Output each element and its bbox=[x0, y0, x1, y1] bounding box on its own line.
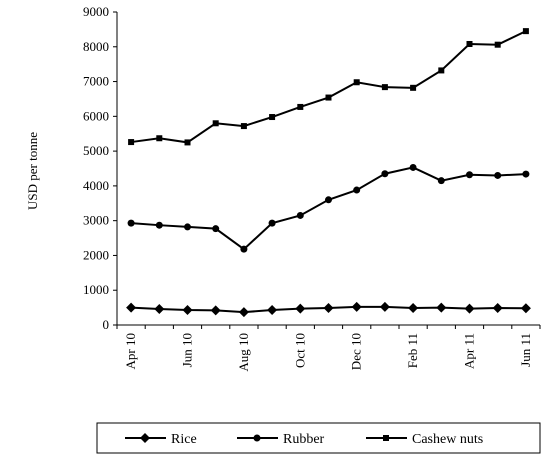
data-point-rice bbox=[408, 302, 419, 313]
legend-item-rubber: Rubber bbox=[237, 432, 325, 447]
data-point-cashew-nuts bbox=[128, 139, 135, 146]
legend: Rice Rubber Cashew nuts bbox=[96, 422, 541, 454]
data-point-rice bbox=[295, 303, 306, 314]
data-point-rubber bbox=[296, 211, 304, 219]
data-point-rice bbox=[182, 305, 193, 316]
data-point-cashew-nuts bbox=[353, 79, 360, 86]
data-point-rice bbox=[267, 305, 278, 316]
data-point-rice bbox=[126, 302, 137, 313]
data-point-cashew-nuts bbox=[212, 120, 219, 127]
data-point-rubber bbox=[212, 225, 220, 233]
data-point-rubber bbox=[240, 245, 248, 253]
data-point-rubber bbox=[268, 219, 276, 227]
data-point-cashew-nuts bbox=[494, 41, 501, 48]
data-point-cashew-nuts bbox=[240, 123, 247, 130]
series-rice bbox=[126, 301, 531, 318]
data-point-rubber bbox=[127, 219, 135, 227]
data-point-cashew-nuts bbox=[156, 135, 163, 142]
x-tick-label: Jun 10 bbox=[180, 333, 195, 367]
data-point-rubber bbox=[325, 196, 332, 204]
legend-marker-rubber bbox=[253, 434, 261, 442]
x-tick-label: Aug 10 bbox=[236, 333, 251, 372]
data-point-rubber bbox=[155, 221, 163, 229]
data-point-rubber bbox=[184, 223, 191, 231]
y-tick-label: 0 bbox=[103, 317, 110, 332]
data-point-rice bbox=[436, 302, 447, 313]
x-tick-label: Apr 11 bbox=[462, 333, 477, 369]
y-tick-label: 5000 bbox=[83, 143, 109, 158]
x-tick-label: Feb 11 bbox=[405, 333, 420, 368]
series-line-rubber bbox=[131, 166, 526, 251]
series-line-cashew-nuts bbox=[130, 30, 527, 144]
series-rubber bbox=[127, 163, 530, 253]
data-point-rubber bbox=[494, 171, 502, 179]
data-point-cashew-nuts bbox=[184, 139, 191, 146]
data-point-rice bbox=[210, 305, 221, 316]
x-tick-label: Apr 10 bbox=[123, 333, 138, 369]
data-point-rubber bbox=[522, 170, 530, 178]
data-point-rubber bbox=[381, 170, 389, 178]
data-point-rubber bbox=[466, 171, 473, 179]
data-point-rice bbox=[492, 302, 503, 313]
y-tick-label: 9000 bbox=[83, 4, 109, 19]
legend-label-rubber: Rubber bbox=[283, 432, 325, 447]
y-axis-label: USD per tonne bbox=[25, 132, 40, 210]
y-tick-label: 8000 bbox=[83, 39, 109, 54]
data-point-cashew-nuts bbox=[297, 103, 304, 110]
data-point-cashew-nuts bbox=[381, 84, 388, 91]
data-point-cashew-nuts bbox=[522, 28, 529, 35]
data-point-rubber bbox=[409, 163, 417, 171]
legend-marker-rice bbox=[140, 433, 150, 443]
axes: 0 1000 2000 3000 4000 5000 6000 7000 8000 9000 Apr… bbox=[83, 4, 541, 372]
y-tick-label: 1000 bbox=[83, 282, 109, 297]
data-point-cashew-nuts bbox=[438, 67, 445, 74]
y-tick-label: 6000 bbox=[83, 108, 109, 123]
data-point-cashew-nuts bbox=[466, 40, 473, 47]
x-tick-label: Dec 10 bbox=[349, 333, 364, 370]
x-tick-label: Jun 11 bbox=[518, 333, 533, 367]
data-point-rice bbox=[154, 304, 165, 315]
y-tick-label: 4000 bbox=[83, 178, 109, 193]
y-tick-label: 3000 bbox=[83, 213, 109, 228]
y-tick-label: 2000 bbox=[83, 247, 109, 262]
legend-label-rice: Rice bbox=[171, 432, 197, 447]
series-cashew-nuts bbox=[128, 28, 529, 146]
legend-label-cashew-nuts: Cashew nuts bbox=[412, 432, 483, 447]
legend-item-cashew-nuts: Cashew nuts bbox=[366, 432, 483, 447]
data-point-rice bbox=[379, 301, 390, 312]
legend-box bbox=[96, 422, 541, 454]
series-layer bbox=[126, 28, 531, 318]
data-point-rubber bbox=[437, 177, 445, 185]
legend-marker-cashew-nuts bbox=[383, 435, 389, 441]
y-tick-label: 7000 bbox=[83, 74, 109, 89]
x-tick-label: Oct 10 bbox=[292, 333, 307, 368]
data-point-rice bbox=[238, 307, 249, 318]
legend-item-rice: Rice bbox=[125, 432, 197, 447]
data-point-rice bbox=[351, 301, 362, 312]
data-point-cashew-nuts bbox=[269, 114, 276, 121]
data-point-cashew-nuts bbox=[410, 84, 417, 91]
data-point-rice bbox=[323, 302, 334, 313]
data-point-rubber bbox=[353, 186, 361, 194]
data-point-rice bbox=[520, 303, 531, 314]
data-point-rice bbox=[464, 303, 475, 314]
data-point-cashew-nuts bbox=[325, 94, 332, 101]
